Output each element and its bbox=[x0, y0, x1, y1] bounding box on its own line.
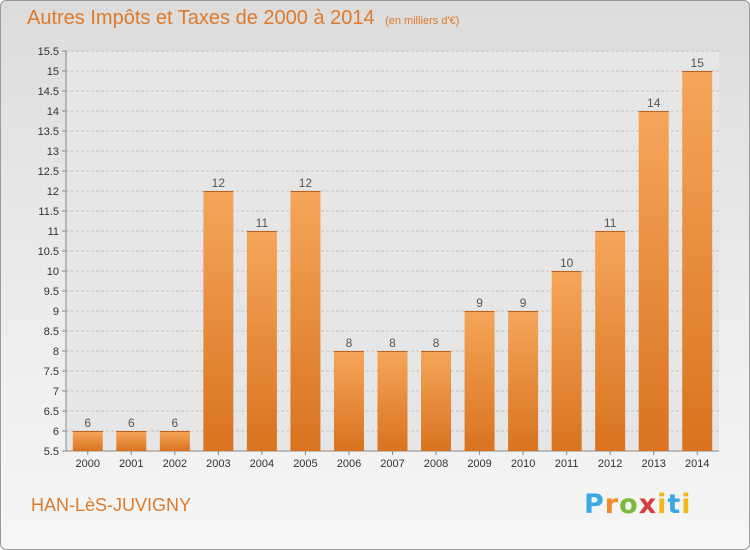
y-tick-label: 8.5 bbox=[44, 326, 59, 338]
x-tick-label: 2007 bbox=[380, 458, 404, 470]
y-tick-label: 5.5 bbox=[44, 446, 59, 458]
x-tick-label: 2010 bbox=[511, 458, 535, 470]
x-tick-label: 2000 bbox=[76, 458, 100, 470]
data-label: 14 bbox=[647, 96, 661, 110]
data-label: 11 bbox=[604, 216, 617, 230]
x-tick-label: 2012 bbox=[598, 458, 622, 470]
x-tick-label: 2005 bbox=[293, 458, 317, 470]
data-label: 8 bbox=[346, 336, 353, 350]
proxiti-logo: Proxiti bbox=[584, 489, 692, 520]
x-tick-label: 2001 bbox=[119, 458, 143, 470]
data-label: 6 bbox=[84, 416, 91, 430]
data-label: 12 bbox=[299, 176, 313, 190]
y-tick-label: 6 bbox=[53, 426, 59, 438]
bar bbox=[333, 351, 364, 451]
y-tick-label: 12.5 bbox=[38, 166, 59, 178]
x-tick-label: 2013 bbox=[641, 458, 665, 470]
data-label: 8 bbox=[389, 336, 396, 350]
data-label: 9 bbox=[476, 296, 483, 310]
y-tick-label: 13.5 bbox=[38, 126, 59, 138]
data-label: 6 bbox=[128, 416, 135, 430]
data-label: 10 bbox=[560, 256, 574, 270]
bar bbox=[72, 431, 103, 451]
bar bbox=[421, 351, 452, 451]
y-tick-label: 11 bbox=[48, 226, 59, 238]
y-tick-label: 13 bbox=[47, 146, 59, 158]
x-tick-label: 2002 bbox=[163, 458, 187, 470]
y-tick-label: 8 bbox=[53, 346, 59, 358]
chart-subtitle: (en milliers d'€) bbox=[385, 15, 460, 27]
y-tick-label: 9.5 bbox=[44, 286, 59, 298]
data-label: 9 bbox=[520, 296, 527, 310]
data-label: 6 bbox=[171, 416, 178, 430]
y-tick-label: 14.5 bbox=[38, 86, 59, 98]
y-tick-label: 14 bbox=[47, 106, 59, 118]
y-tick-label: 7.5 bbox=[44, 366, 59, 378]
x-tick-label: 2009 bbox=[467, 458, 491, 470]
x-tick-label: 2011 bbox=[555, 458, 579, 470]
data-label: 12 bbox=[212, 176, 226, 190]
commune-name: HAN-LèS-JUVIGNY bbox=[31, 495, 192, 515]
y-tick-label: 11.5 bbox=[38, 206, 59, 218]
data-label: 15 bbox=[691, 56, 705, 70]
bar bbox=[508, 311, 539, 451]
y-tick-label: 10.5 bbox=[38, 246, 59, 258]
data-label: 8 bbox=[433, 336, 440, 350]
bar bbox=[203, 191, 234, 451]
y-tick-label: 15 bbox=[47, 66, 59, 78]
x-tick-label: 2003 bbox=[206, 458, 230, 470]
x-tick-label: 2014 bbox=[685, 458, 709, 470]
bar bbox=[246, 231, 277, 451]
y-tick-label: 7 bbox=[53, 386, 59, 398]
bar bbox=[638, 111, 669, 451]
y-tick-label: 15.5 bbox=[38, 46, 59, 58]
data-label: 11 bbox=[256, 216, 269, 230]
bar bbox=[377, 351, 408, 451]
y-tick-label: 6.5 bbox=[44, 406, 59, 418]
y-tick-label: 12 bbox=[47, 186, 59, 198]
chart-title-block: Autres Impôts et Taxes de 2000 à 2014 (e… bbox=[27, 7, 459, 30]
bar bbox=[159, 431, 190, 451]
bar bbox=[551, 271, 582, 451]
bar bbox=[595, 231, 626, 451]
y-tick-label: 10 bbox=[47, 266, 59, 278]
y-tick-label: 9 bbox=[53, 306, 59, 318]
bar bbox=[116, 431, 147, 451]
bar bbox=[290, 191, 321, 451]
bar bbox=[682, 71, 713, 451]
bar bbox=[464, 311, 495, 451]
chart-title: Autres Impôts et Taxes de 2000 à 2014 bbox=[27, 7, 375, 29]
x-tick-label: 2004 bbox=[250, 458, 274, 470]
x-tick-label: 2008 bbox=[424, 458, 448, 470]
x-tick-label: 2006 bbox=[337, 458, 361, 470]
